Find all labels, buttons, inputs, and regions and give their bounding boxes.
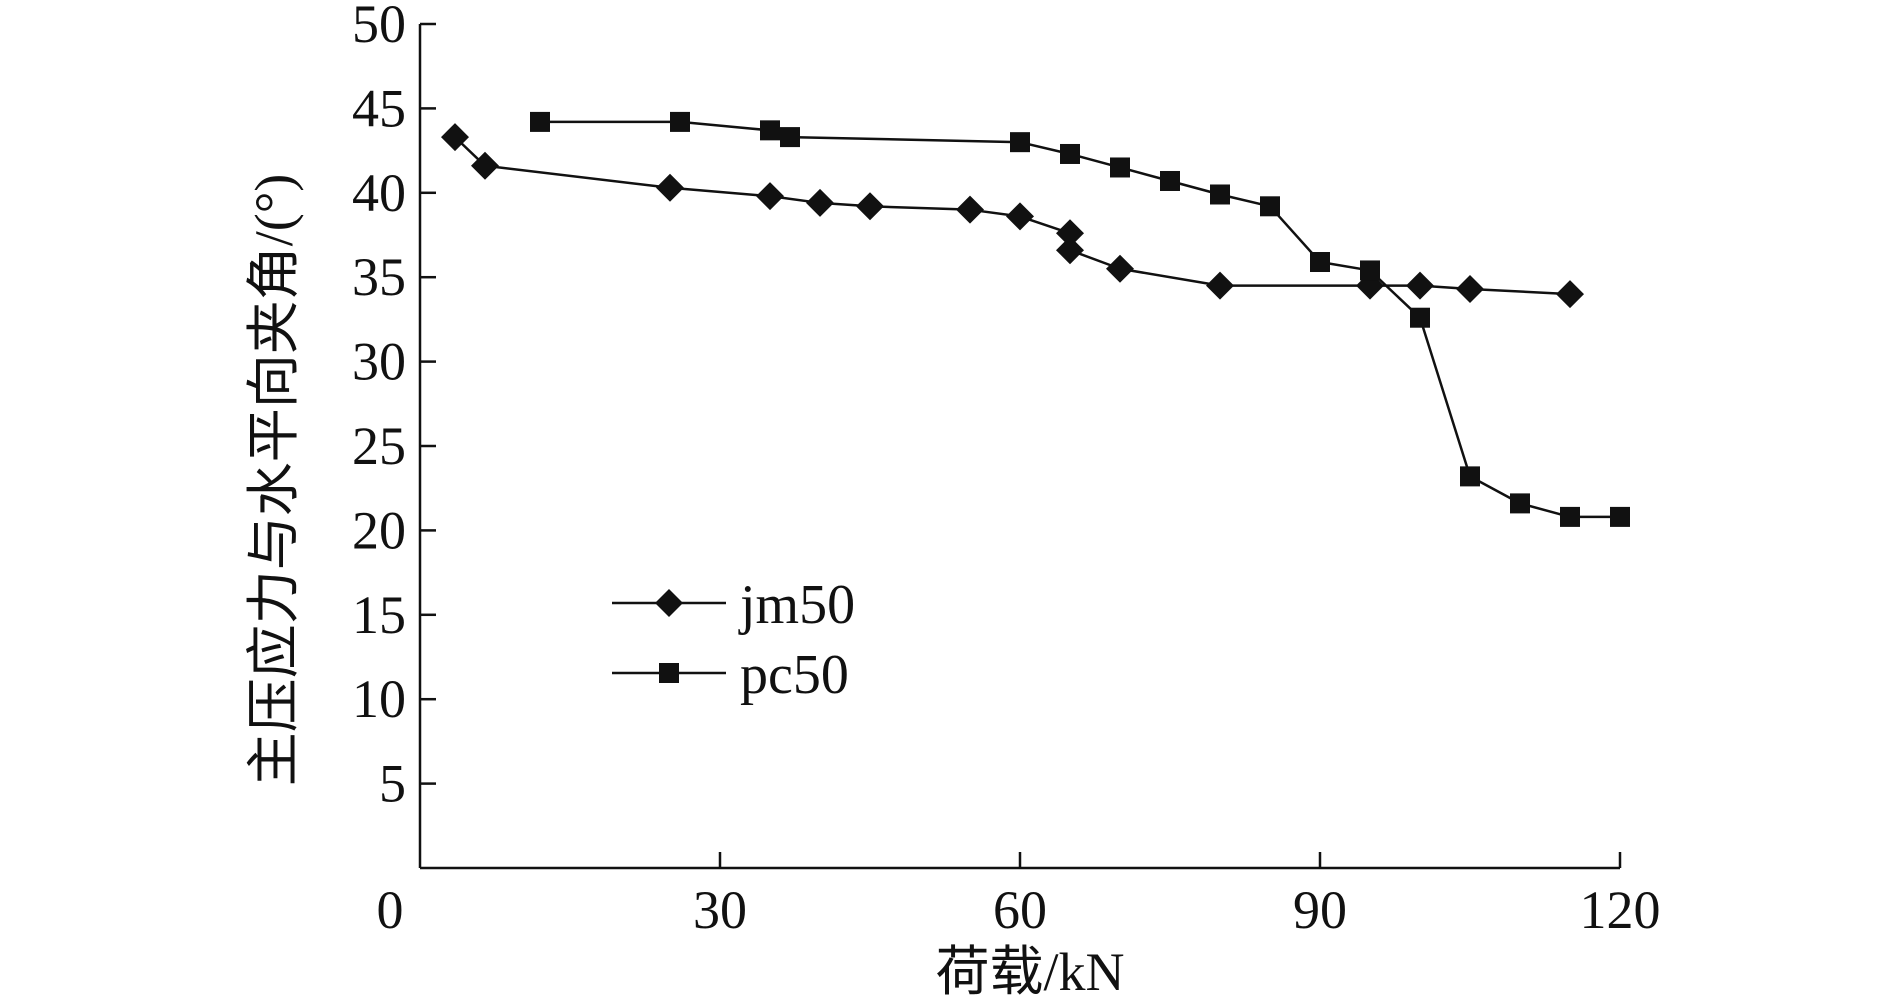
y-tick-label: 35 (352, 247, 406, 307)
y-tick-label: 10 (352, 669, 406, 729)
data-point-jm50 (1056, 219, 1084, 248)
x-tick-label: 90 (1293, 880, 1347, 940)
data-point-jm50 (471, 151, 499, 180)
y-tick-label: 45 (352, 78, 406, 138)
series-line-pc50 (540, 120, 1620, 519)
data-point-jm50 (441, 123, 469, 152)
legend-item-jm50: jm50 (612, 574, 855, 636)
y-tick-label: 50 (352, 0, 406, 54)
data-point-pc50 (780, 127, 800, 148)
y-tick-label: 30 (352, 332, 406, 392)
y-axis-title: 主压应力与水平向夹角/(°) (244, 174, 304, 787)
y-tick-label: 5 (379, 754, 406, 814)
x-axis-title: 荷载/kN (936, 942, 1125, 1002)
x-axis-ticks: 0 30 60 90 120 (377, 852, 1661, 940)
series-group (441, 111, 1630, 527)
data-point-pc50 (1510, 493, 1530, 514)
x-tick-label: 30 (693, 880, 747, 940)
x-tick-label: 0 (377, 880, 404, 940)
legend-marker (655, 589, 683, 617)
data-point-pc50 (760, 120, 780, 141)
y-tick-label: 40 (352, 163, 406, 223)
legend: jm50 pc50 (612, 574, 855, 706)
data-point-pc50 (1110, 157, 1130, 178)
data-point-jm50 (1006, 202, 1034, 231)
legend-label: pc50 (740, 644, 849, 706)
y-axis-ticks: 5 10 15 20 25 30 35 40 45 50 (352, 0, 436, 814)
series-line-jm50 (454, 136, 1571, 296)
data-point-pc50 (1060, 143, 1080, 164)
data-point-jm50 (1056, 236, 1084, 265)
data-point-pc50 (1560, 506, 1580, 527)
legend-marker (659, 663, 679, 683)
data-point-jm50 (806, 188, 834, 217)
series-jm50 (441, 123, 1584, 309)
series-pc50 (530, 111, 1630, 527)
legend-label: jm50 (738, 574, 855, 636)
data-point-jm50 (956, 195, 984, 224)
y-tick-label: 20 (352, 500, 406, 560)
data-point-pc50 (670, 111, 690, 132)
data-point-pc50 (1360, 260, 1380, 281)
data-point-jm50 (1556, 280, 1584, 309)
data-point-jm50 (856, 192, 884, 221)
data-point-jm50 (756, 182, 784, 211)
data-point-pc50 (1010, 132, 1030, 153)
data-point-pc50 (1460, 466, 1480, 487)
legend-item-pc50: pc50 (612, 644, 849, 706)
data-point-pc50 (530, 111, 550, 132)
data-point-pc50 (1160, 170, 1180, 191)
data-point-pc50 (1210, 184, 1230, 205)
y-tick-label: 15 (352, 585, 406, 645)
data-point-pc50 (1260, 196, 1280, 217)
data-point-jm50 (1456, 275, 1484, 304)
data-point-jm50 (1106, 254, 1134, 283)
data-point-pc50 (1610, 506, 1630, 527)
y-tick-label: 25 (352, 416, 406, 476)
data-point-pc50 (1410, 307, 1430, 328)
x-tick-label: 60 (993, 880, 1047, 940)
data-point-jm50 (656, 173, 684, 202)
data-point-jm50 (1406, 271, 1434, 300)
data-point-pc50 (1310, 252, 1330, 273)
x-tick-label: 120 (1580, 880, 1661, 940)
data-point-jm50 (1206, 271, 1234, 300)
